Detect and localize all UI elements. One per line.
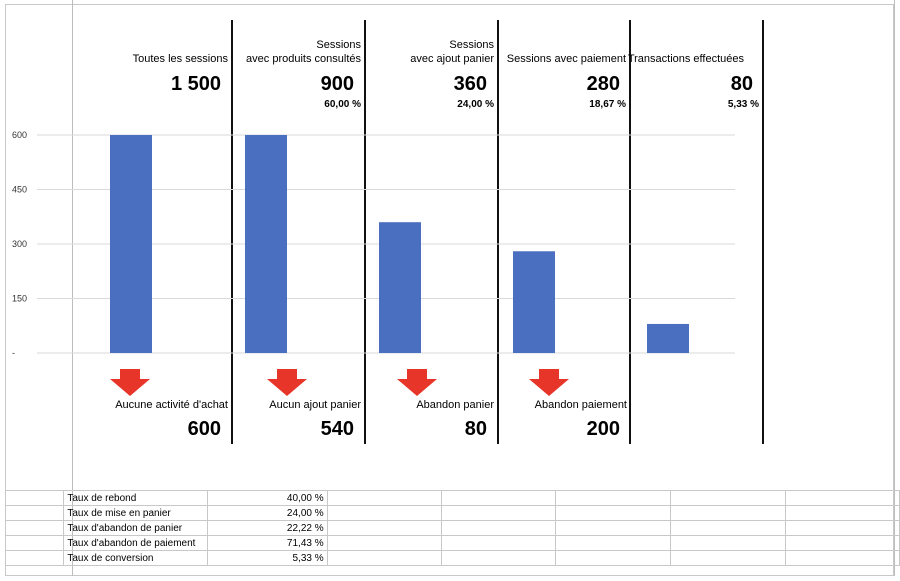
empty-cell [441,505,557,521]
empty-cell [4,535,65,551]
drop-arrow-icon [110,369,150,396]
empty-cell [441,535,557,551]
rates-row: Taux de mise en panier 24,00 % [4,505,900,521]
empty-cell [4,505,65,521]
drop-label: Abandon panier [416,399,494,411]
empty-cell [326,550,443,566]
empty-cell [784,490,900,506]
funnel-bar [110,135,152,353]
rates-row: Taux d'abandon de paiement 71,43 % [4,535,900,551]
sheet-frame [5,4,894,576]
empty-cell [555,550,672,566]
stage-label: avec ajout panier [410,53,494,65]
rates-table: Taux de rebond 40,00 % Taux de mise en pan… [4,490,900,566]
rate-label: Taux d'abandon de panier [63,520,209,536]
drop-label: Abandon paiement [534,399,627,411]
rate-label: Taux d'abandon de paiement [63,535,209,551]
rates-row: Taux de rebond 40,00 % [4,490,900,506]
funnel-bar [245,135,287,353]
stage-divider [364,20,366,444]
stage-percent: 60,00 % [324,99,361,110]
y-tick-label: 450 [12,185,27,195]
empty-cell [555,505,672,521]
drop-value: 600 [187,418,221,440]
empty-cell [670,520,786,536]
empty-cell [555,520,672,536]
empty-cell [555,535,672,551]
stage-percent: 5,33 % [727,99,759,110]
stage-divider [497,20,499,444]
empty-cell [784,520,900,536]
empty-cell [670,505,786,521]
rate-value: 71,43 % [207,535,328,551]
empty-cell [4,490,65,506]
stage-percent: 24,00 % [457,99,494,110]
empty-cell [555,490,672,506]
funnel-bar [647,323,689,353]
stage-label: Sessions [316,39,361,51]
rate-label: Taux de conversion [63,550,209,566]
rates-row: Taux d'abandon de panier 22,22 % [4,520,900,536]
empty-cell [670,535,786,551]
stage-label: Sessions avec paiement [506,53,626,65]
stage-value: 900 [320,73,354,95]
empty-cell [441,550,557,566]
column-divider [894,0,895,576]
column-divider [72,0,73,576]
rate-label: Taux de rebond [63,490,209,506]
stage-percent: 18,67 % [589,99,626,110]
rates-row: Taux de conversion 5,33 % [4,550,900,566]
drop-label: Aucun ajout panier [269,399,361,411]
stage-label: Transactions effectuées [627,53,744,65]
rate-value: 24,00 % [207,505,328,521]
stage-value: 1 500 [170,73,221,95]
stage-value: 280 [586,73,620,95]
empty-cell [326,505,443,521]
rate-label: Taux de mise en panier [63,505,209,521]
drop-label: Aucune activité d'achat [115,399,228,411]
funnel-bar-chart: - 150 300 450 600 [12,130,735,396]
empty-cell [670,550,786,566]
y-tick-label: 150 [12,294,27,304]
funnel-bar [513,251,555,353]
stage-value: 80 [730,73,753,95]
drop-arrow-icon [529,369,569,396]
empty-cell [326,520,443,536]
stage-label: Toutes les sessions [132,53,228,65]
rate-value: 5,33 % [207,550,328,566]
stage-divider [762,20,764,444]
y-tick-label: - [12,348,15,358]
stage-divider [231,20,233,444]
empty-cell [784,550,900,566]
empty-cell [326,490,443,506]
empty-cell [784,535,900,551]
empty-cell [441,520,557,536]
y-tick-label: 300 [12,239,27,249]
drop-arrow-icon [267,369,307,396]
empty-cell [670,490,786,506]
y-tick-label: 600 [12,130,27,140]
rate-value: 40,00 % [207,490,328,506]
drop-arrow-icon [397,369,437,396]
stage-label: Sessions [449,39,494,51]
stage-value: 360 [453,73,487,95]
funnel-bar [379,222,421,353]
empty-cell [4,520,65,536]
empty-cell [326,535,443,551]
empty-cell [4,550,65,566]
rate-value: 22,22 % [207,520,328,536]
stage-divider [629,20,631,444]
stage-label: avec produits consultés [246,53,361,65]
empty-cell [784,505,900,521]
drop-value: 80 [464,418,487,440]
empty-cell [441,490,557,506]
drop-value: 200 [586,418,620,440]
drop-value: 540 [320,418,354,440]
